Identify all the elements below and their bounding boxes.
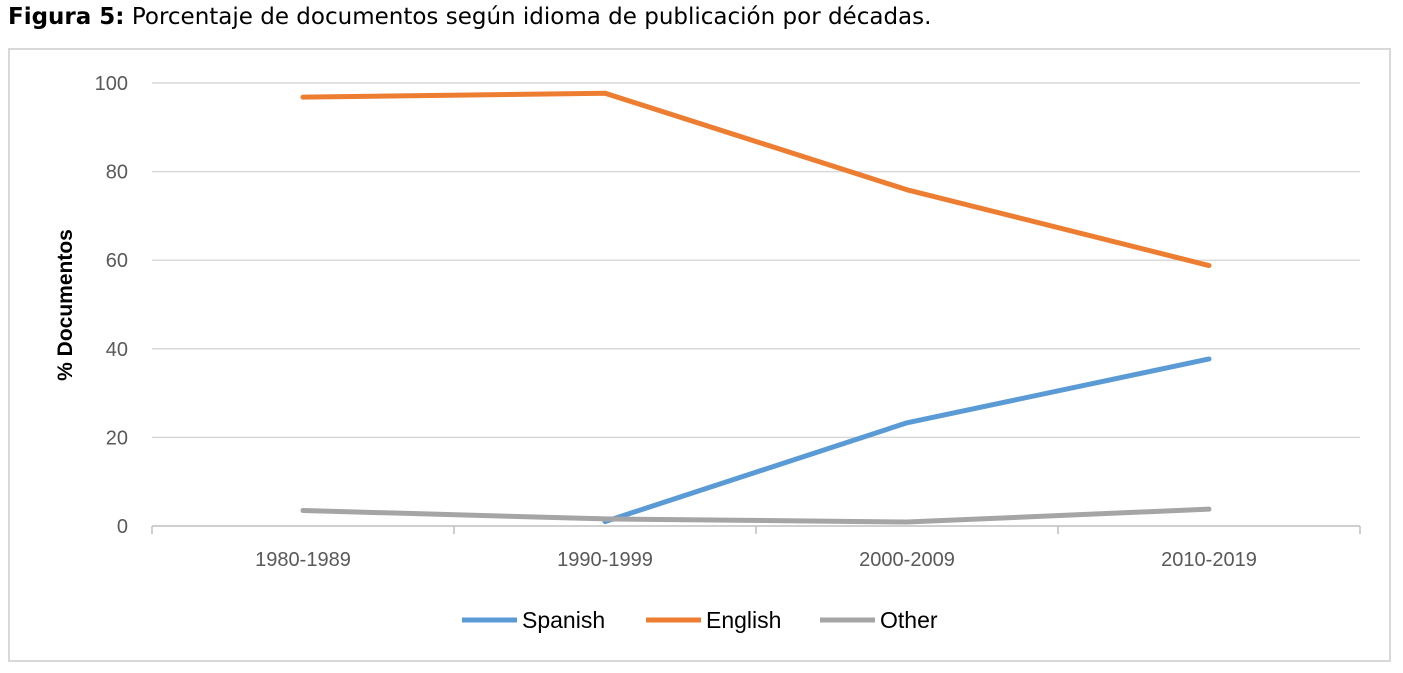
figure-caption-label: Figura 5: bbox=[8, 4, 125, 30]
x-axis-ticks: 1980-1989 1990-1999 2000-2009 2010-2019 bbox=[255, 549, 1257, 571]
figure-caption-text: Porcentaje de documentos según idioma de… bbox=[131, 4, 932, 30]
y-axis-ticks: 0 20 40 60 80 100 bbox=[95, 73, 128, 538]
legend: Spanish English Other bbox=[462, 607, 938, 633]
gridlines bbox=[152, 82, 1360, 439]
x-axis bbox=[151, 525, 1361, 534]
x-tick-label: 1980-1989 bbox=[255, 549, 351, 571]
x-tick-label: 1990-1999 bbox=[557, 549, 653, 571]
y-axis-label: % Documentos bbox=[54, 229, 77, 381]
legend-label-spanish: Spanish bbox=[522, 607, 605, 633]
legend-label-other: Other bbox=[880, 607, 938, 633]
series-line-spanish bbox=[602, 356, 1212, 525]
series-line-english bbox=[300, 90, 1212, 269]
y-tick-label: 100 bbox=[95, 73, 128, 95]
y-tick-label: 40 bbox=[106, 339, 128, 361]
figure-caption: Figura 5: Porcentaje de documentos según… bbox=[8, 4, 931, 30]
x-tick-label: 2010-2019 bbox=[1161, 549, 1257, 571]
y-tick-label: 20 bbox=[106, 427, 128, 449]
y-tick-label: 60 bbox=[106, 250, 128, 272]
y-tick-label: 0 bbox=[117, 516, 128, 538]
series-line-other bbox=[300, 506, 1212, 525]
chart-frame bbox=[8, 48, 1391, 662]
x-tick-label: 2000-2009 bbox=[859, 549, 955, 571]
legend-label-english: English bbox=[706, 607, 781, 633]
y-tick-label: 80 bbox=[106, 162, 128, 184]
series-lines bbox=[300, 90, 1212, 525]
